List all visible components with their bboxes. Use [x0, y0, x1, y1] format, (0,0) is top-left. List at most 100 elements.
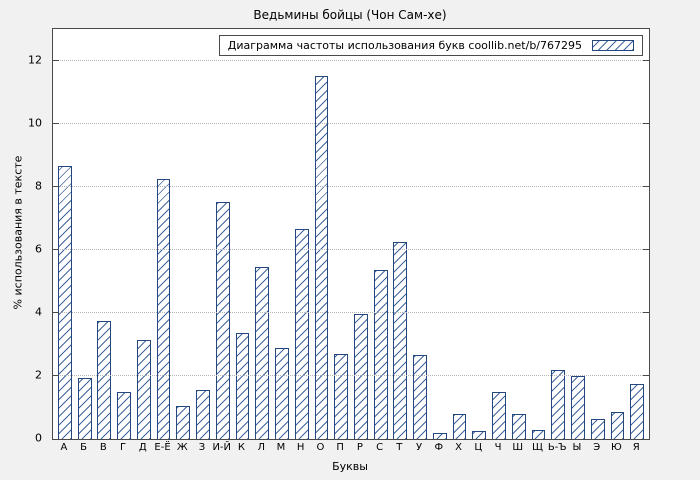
x-tick-label: Г — [120, 442, 127, 453]
x-tick-label: Ы — [572, 442, 582, 453]
bar-slot — [312, 29, 332, 439]
x-tick-label: С — [376, 442, 384, 453]
gridline — [53, 374, 649, 376]
bar-slot — [390, 29, 410, 439]
bar-А — [57, 166, 72, 439]
bar-Ж — [176, 405, 191, 439]
bar-Р — [353, 314, 368, 439]
bar-Э — [590, 418, 605, 439]
bar-slot — [469, 29, 489, 439]
bar-slot — [94, 29, 114, 439]
y-tickmark — [643, 311, 649, 313]
bar-Е-Ё — [156, 178, 171, 439]
bar-У — [413, 355, 427, 439]
y-tickmark — [53, 248, 59, 250]
x-tick-label: Д — [138, 442, 147, 453]
bar-В — [97, 320, 112, 439]
bar-С — [373, 270, 388, 439]
y-tickmark — [643, 122, 649, 124]
x-tick-label: Ф — [434, 442, 444, 453]
bar-Ч — [492, 391, 506, 439]
bar-slot — [627, 29, 647, 439]
bar-Х — [452, 413, 467, 439]
x-axis-ticks: А Б В Г Д Е-Ё Ж З И-Й К Л М Н О П Р С Т У Ф Х Ц Ч Ш Щ Ь-Ъ Ы Э Ю Я — [52, 442, 648, 453]
bars-container — [53, 29, 649, 439]
bar-slot — [568, 29, 588, 439]
bar-slot — [588, 29, 608, 439]
x-tick-label: Щ — [532, 442, 543, 453]
y-tickmark — [53, 59, 59, 61]
bar-slot — [233, 29, 253, 439]
gridline — [53, 248, 649, 250]
bar-М — [275, 347, 289, 439]
x-tick-label: Т — [396, 442, 403, 453]
bar-Н — [294, 229, 309, 439]
x-tick-label: З — [198, 442, 206, 453]
y-tickmark — [53, 122, 59, 124]
bar-slot — [252, 29, 272, 439]
bar-Г — [117, 391, 131, 439]
y-tickmark — [643, 374, 649, 376]
x-tick-label: У — [416, 442, 423, 453]
bar-Т — [393, 241, 408, 439]
bar-slot — [450, 29, 470, 439]
bar-slot — [75, 29, 95, 439]
x-tick-label: К — [237, 442, 246, 453]
bar-slot — [351, 29, 371, 439]
legend-label: Диаграмма частоты использования букв coo… — [227, 39, 582, 52]
gridline — [53, 59, 649, 61]
x-tick-label: Ь-Ъ — [547, 442, 567, 453]
bar-Щ — [531, 429, 546, 439]
bar-slot — [292, 29, 312, 439]
y-axis-ticks: 0 2 4 6 8 10 12 — [0, 28, 48, 444]
x-tick-label: А — [60, 442, 68, 453]
x-tick-label: Я — [632, 442, 640, 453]
bar-П — [334, 353, 349, 439]
x-tick-label: М — [276, 442, 286, 453]
y-tickmark — [643, 59, 649, 61]
x-tick-label: Ц — [474, 442, 483, 453]
x-tick-label: Ю — [611, 442, 622, 453]
y-tick-label: 12 — [28, 53, 42, 67]
y-tick-label: 4 — [35, 305, 42, 319]
bar-slot — [331, 29, 351, 439]
gridline — [53, 311, 649, 313]
y-tickmark — [643, 185, 649, 187]
y-tick-label: 10 — [28, 116, 42, 130]
x-tick-label: Х — [455, 442, 462, 453]
chart-title: Ведьмины бойцы (Чон Сам-хе) — [253, 8, 447, 22]
bar-slot — [213, 29, 233, 439]
bar-Ю — [610, 412, 625, 439]
x-tick-label: П — [336, 442, 344, 453]
x-tick-label: Ч — [494, 442, 502, 453]
x-tick-label: Б — [80, 442, 88, 453]
bar-slot — [55, 29, 75, 439]
x-tick-label: Ш — [512, 442, 524, 453]
bar-slot — [548, 29, 568, 439]
bar-slot — [154, 29, 174, 439]
y-tick-label: 2 — [35, 368, 42, 382]
bar-slot — [114, 29, 134, 439]
y-tick-label: 8 — [35, 179, 42, 193]
y-tickmark — [53, 374, 59, 376]
x-tick-label: В — [99, 442, 107, 453]
x-tick-label: Ж — [176, 442, 188, 453]
y-tick-label: 6 — [35, 242, 42, 256]
bar-slot — [410, 29, 430, 439]
bar-slot — [134, 29, 154, 439]
bar-slot — [173, 29, 193, 439]
x-tick-label: Н — [296, 442, 305, 453]
legend-swatch-icon — [592, 40, 634, 51]
bar-Б — [77, 377, 92, 439]
bar-Ф — [432, 432, 447, 439]
x-tick-label: Э — [593, 442, 601, 453]
legend: Диаграмма частоты использования букв coo… — [218, 35, 643, 56]
bar-Я — [630, 383, 645, 439]
y-tickmark — [53, 311, 59, 313]
bar-Д — [136, 339, 151, 439]
x-tick-label: Р — [356, 442, 363, 453]
bar-Ц — [472, 431, 487, 439]
x-axis-label: Буквы — [332, 460, 368, 473]
bar-slot — [193, 29, 213, 439]
